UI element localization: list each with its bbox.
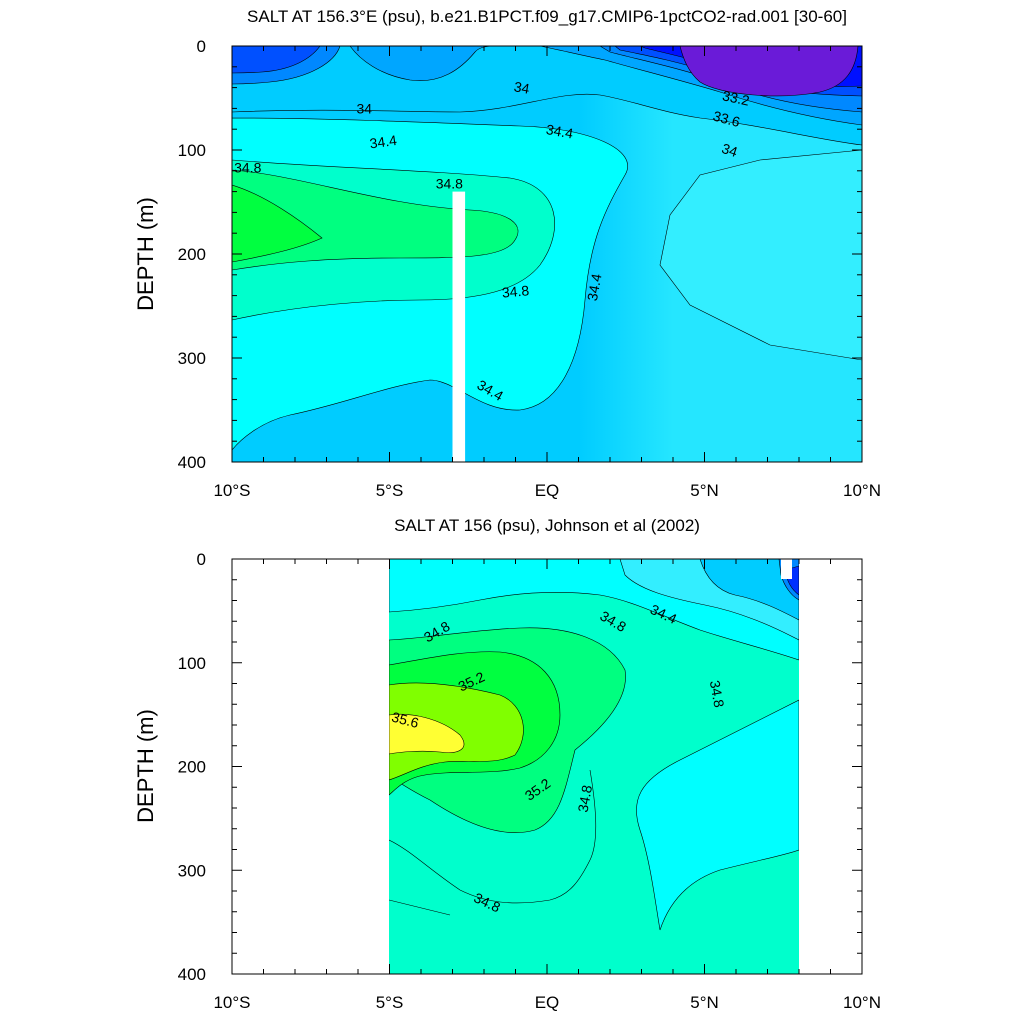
contour-label-text: 34 xyxy=(513,78,531,96)
bottom-panel: SALT AT 156 (psu), Johnson et al (2002) xyxy=(133,516,881,1012)
x-tick-label: 5°S xyxy=(376,993,404,1012)
top-missing-strip xyxy=(452,191,466,462)
y-tick-label: 100 xyxy=(178,141,206,160)
contour-label-text: 34.8 xyxy=(501,282,530,300)
y-tick-label: 400 xyxy=(178,453,206,472)
contour-label-text: 34.4 xyxy=(369,132,398,152)
bottom-axis-ticks xyxy=(231,558,863,975)
top-salinity-field xyxy=(232,46,862,462)
contour-label: 33.6 xyxy=(711,108,742,131)
x-tick-label: 10°S xyxy=(213,993,250,1012)
y-tick-label: 100 xyxy=(178,654,206,673)
contour-label: 34.8 xyxy=(234,160,261,176)
contour-label: 35.6 xyxy=(390,709,421,732)
contour-label-text: 34.8 xyxy=(234,160,261,176)
contour-label: 34.4 xyxy=(584,272,605,302)
bottom-y-tick-labels: 0 100 200 300 400 xyxy=(178,550,206,984)
bottom-contour-34-8-deep xyxy=(389,769,597,904)
top-y-tick-labels: 0 100 200 300 400 xyxy=(178,37,206,472)
bottom-salinity-field xyxy=(389,559,799,974)
contour-label-text: 33.2 xyxy=(721,87,751,108)
bottom-panel-title: SALT AT 156 (psu), Johnson et al (2002) xyxy=(394,516,700,535)
bottom-missing-gap xyxy=(781,559,792,579)
bottom-band-33-6 xyxy=(699,559,799,621)
contour-label: 34 xyxy=(720,140,740,160)
top-panel: SALT AT 156.3°E (psu), b.e21.B1PCT.f09_g… xyxy=(133,7,881,500)
y-tick-label: 0 xyxy=(197,550,206,569)
x-tick-label: 5°N xyxy=(690,993,719,1012)
y-tick-label: 200 xyxy=(178,245,206,264)
x-tick-label: EQ xyxy=(535,993,560,1012)
x-tick-label: 10°N xyxy=(843,993,881,1012)
y-tick-label: 300 xyxy=(178,349,206,368)
top-band-33-0-east xyxy=(679,46,859,97)
contour-label-text: 34.4 xyxy=(584,272,605,302)
top-y-axis-label: DEPTH (m) xyxy=(133,197,158,311)
bottom-x-tick-labels: 10°S 5°S EQ 5°N 10°N xyxy=(213,993,881,1012)
contour-label-text: 34.8 xyxy=(575,784,596,814)
x-tick-label: EQ xyxy=(535,481,560,500)
contour-label-text: 34 xyxy=(357,100,373,116)
contour-label: 34 xyxy=(513,78,531,96)
y-tick-label: 0 xyxy=(197,37,206,56)
bottom-band-35-4 xyxy=(389,682,524,781)
y-tick-label: 300 xyxy=(178,861,206,880)
x-tick-label: 10°S xyxy=(213,481,250,500)
top-band-33-4 xyxy=(232,46,321,74)
contour-label-text: 34 xyxy=(720,140,740,160)
top-band-34-4-east xyxy=(659,149,862,361)
top-panel-title: SALT AT 156.3°E (psu), b.e21.B1PCT.f09_g… xyxy=(247,7,847,26)
contour-label: 34.8 xyxy=(501,282,530,300)
top-axis-ticks xyxy=(231,45,863,463)
contour-label: 33.2 xyxy=(721,87,751,108)
bottom-contour-34-6-deep xyxy=(389,899,451,916)
contour-label-text: 34.8 xyxy=(707,679,728,709)
contour-label: 34.4 xyxy=(369,132,398,152)
contour-label: 34.4 xyxy=(545,121,575,142)
x-tick-label: 5°N xyxy=(690,481,719,500)
bottom-y-axis-label: DEPTH (m) xyxy=(133,709,158,823)
top-band-35-2 xyxy=(232,184,323,263)
contour-label-text: 34.4 xyxy=(545,121,575,142)
x-tick-label: 10°N xyxy=(843,481,881,500)
top-x-tick-labels: 10°S 5°S EQ 5°N 10°N xyxy=(213,481,881,500)
contour-label-text: 34.8 xyxy=(436,175,463,191)
y-tick-label: 400 xyxy=(178,965,206,984)
contour-label: 34.8 xyxy=(707,679,728,709)
contour-label: 34.8 xyxy=(575,784,596,814)
contour-label-text: 35.6 xyxy=(390,709,421,732)
y-tick-label: 200 xyxy=(178,758,206,777)
x-tick-label: 5°S xyxy=(376,481,404,500)
bottom-band-35-6 xyxy=(389,714,465,755)
contour-label: 34.8 xyxy=(436,175,463,191)
bottom-band-34-4-east xyxy=(636,699,799,931)
contour-label-text: 33.6 xyxy=(711,108,742,131)
contour-label: 34 xyxy=(357,100,373,116)
